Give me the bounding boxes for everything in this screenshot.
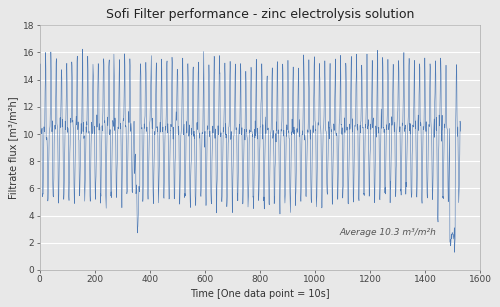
Title: Sofi Filter performance - zinc electrolysis solution: Sofi Filter performance - zinc electroly… <box>106 8 414 21</box>
X-axis label: Time [One data point = 10s]: Time [One data point = 10s] <box>190 289 330 299</box>
Text: Average 10.3 m³/m²h: Average 10.3 m³/m²h <box>340 227 436 237</box>
Y-axis label: Filtrate flux [m³/m²h]: Filtrate flux [m³/m²h] <box>8 96 18 199</box>
